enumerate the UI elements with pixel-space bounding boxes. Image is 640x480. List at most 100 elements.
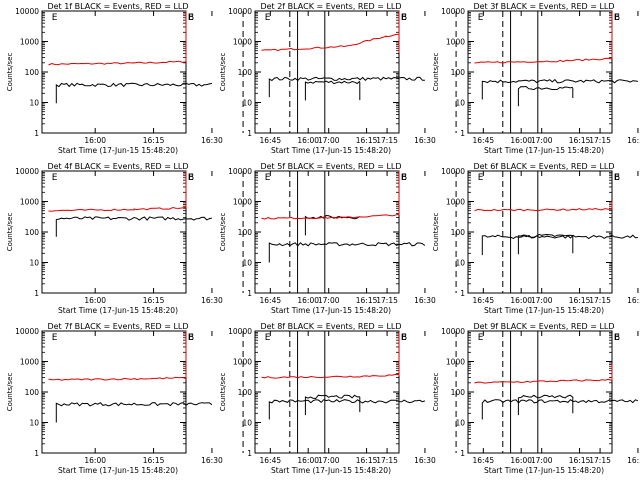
y-tick-label: 1000 <box>20 198 39 207</box>
marker-label: E <box>265 333 271 343</box>
y-tick-label: 10000 <box>441 7 465 16</box>
x-tick-label: 16:45 <box>260 136 282 145</box>
marker-label: F <box>188 13 193 23</box>
x-axis-label: Start Time (17-Jun-15 15:48:20) <box>484 306 604 315</box>
plot-frame <box>467 330 613 454</box>
x-tick-label: 17:15 <box>376 136 398 145</box>
x-tick-label: 16:00 <box>84 296 106 305</box>
marker-label: E <box>478 333 484 343</box>
x-tick-label: 16:15 <box>143 456 165 465</box>
marker-label: B <box>614 173 620 183</box>
y-tick-label: 10000 <box>228 7 252 16</box>
x-tick-label: 16:45 <box>473 456 495 465</box>
y-tick-label: 1000 <box>446 198 465 207</box>
x-tick-label: 16:30 <box>627 136 640 145</box>
x-tick-label: 16:00 <box>297 296 319 305</box>
panel-det-8: Det 8f BLACK = Events, RED = LLD 1 10 100 10… <box>219 322 611 475</box>
x-axis-label: Start Time (17-Jun-15 15:48:20) <box>58 306 178 315</box>
marker-label: B <box>614 333 620 343</box>
panel-title: Det 2f BLACK = Events, RED = LLD <box>260 2 401 11</box>
x-tick-label: 17:00 <box>531 456 553 465</box>
x-tick-label: 16:15 <box>569 456 591 465</box>
panel-title: Det 6f BLACK = Events, RED = LLD <box>473 162 614 171</box>
marker-label: F <box>401 333 406 343</box>
panel-title: Det 9f BLACK = Events, RED = LLD <box>473 322 614 331</box>
marker-label: E <box>52 173 58 183</box>
marker-label: F <box>614 333 619 343</box>
y-axis-label: Counts/sec <box>6 213 14 252</box>
x-tick-label: 16:00 <box>297 456 319 465</box>
marker-label: E <box>401 13 407 23</box>
y-tick-label: 1000 <box>233 358 252 367</box>
x-tick-label: 16:45 <box>260 456 282 465</box>
y-tick-label: 1 <box>247 449 252 458</box>
marker-label: F <box>401 333 406 343</box>
y-tick-label: 100 <box>451 388 466 397</box>
y-axis-label: Counts/sec <box>6 53 14 92</box>
panel-title: Det 4f BLACK = Events, RED = LLD <box>47 162 188 171</box>
marker-label: F <box>401 13 406 23</box>
y-axis-label: Counts/sec <box>432 53 440 92</box>
panel-det-7: Det 7f BLACK = Events, RED = LLD 1 10 100 10… <box>6 322 398 475</box>
panel-title: Det 5f BLACK = Events, RED = LLD <box>260 162 401 171</box>
x-tick-label: 16:15 <box>356 456 378 465</box>
marker-label: E <box>52 333 58 343</box>
marker-label: B <box>401 173 407 183</box>
panel-det-3: Det 3f BLACK = Events, RED = LLD 1 10 100 10… <box>432 2 640 155</box>
panel-title: Det 8f BLACK = Events, RED = LLD <box>260 322 401 331</box>
marker-label: E <box>614 173 620 183</box>
marker-label: B <box>188 333 194 343</box>
x-axis-label: Start Time (17-Jun-15 15:48:20) <box>271 306 391 315</box>
x-tick-label: 16:00 <box>84 136 106 145</box>
y-tick-label: 1000 <box>20 358 39 367</box>
lld-series-line <box>48 171 187 212</box>
y-tick-label: 10000 <box>441 327 465 336</box>
y-tick-label: 1 <box>34 129 39 138</box>
x-axis-label: Start Time (17-Jun-15 15:48:20) <box>58 466 178 475</box>
x-tick-label: 16:15 <box>569 296 591 305</box>
y-tick-label: 100 <box>238 228 253 237</box>
lld-series-line <box>261 171 400 220</box>
x-axis-label: Start Time (17-Jun-15 15:48:20) <box>271 146 391 155</box>
plot-frame <box>41 10 187 134</box>
y-tick-label: 1000 <box>233 198 252 207</box>
marker-label: B <box>401 333 407 343</box>
marker-label: E <box>478 13 484 23</box>
x-tick-label: 17:00 <box>318 136 340 145</box>
y-axis-label: Counts/sec <box>219 373 227 412</box>
y-tick-label: 10 <box>455 419 465 428</box>
marker-label: B <box>614 13 620 23</box>
marker-label: B <box>188 13 194 23</box>
x-tick-label: 16:45 <box>473 296 495 305</box>
x-tick-label: 16:30 <box>201 296 223 305</box>
x-axis-label: Start Time (17-Jun-15 15:48:20) <box>484 146 604 155</box>
y-tick-label: 1 <box>460 129 465 138</box>
x-tick-label: 16:30 <box>414 456 436 465</box>
x-tick-label: 17:00 <box>531 296 553 305</box>
x-tick-label: 16:00 <box>510 296 532 305</box>
y-tick-label: 100 <box>25 388 40 397</box>
x-tick-label: 17:15 <box>589 296 611 305</box>
lld-series-line <box>261 11 400 53</box>
marker-label: E <box>614 13 620 23</box>
x-tick-label: 17:15 <box>589 456 611 465</box>
events-series-line <box>268 394 574 420</box>
x-tick-label: 16:30 <box>201 136 223 145</box>
x-tick-label: 16:00 <box>84 456 106 465</box>
x-tick-label: 16:30 <box>414 296 436 305</box>
marker-label: E <box>614 333 620 343</box>
y-tick-label: 10 <box>242 259 252 268</box>
panel-det-1: Det 1f BLACK = Events, RED = LLD 1 10 100 10… <box>6 2 398 155</box>
marker-label: E <box>188 173 194 183</box>
lld-series-line <box>261 331 400 379</box>
x-tick-label: 17:00 <box>318 456 340 465</box>
events-series-line <box>481 234 638 256</box>
x-tick-label: 16:30 <box>414 136 436 145</box>
lld-series-line <box>48 11 187 66</box>
x-axis-label: Start Time (17-Jun-15 15:48:20) <box>271 466 391 475</box>
x-tick-label: 16:15 <box>356 296 378 305</box>
y-tick-label: 100 <box>25 68 40 77</box>
x-tick-label: 16:30 <box>201 456 223 465</box>
x-tick-label: 16:45 <box>260 296 282 305</box>
lld-series-line <box>474 11 613 64</box>
